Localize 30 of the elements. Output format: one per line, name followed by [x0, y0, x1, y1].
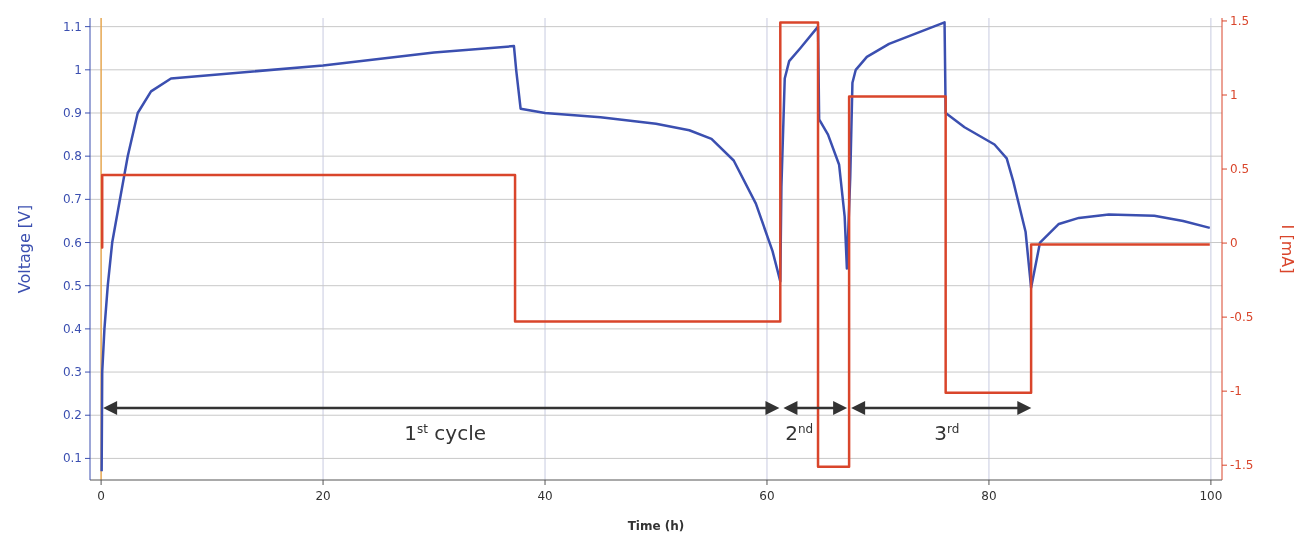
annotation: 2$^{nd}$ — [785, 421, 814, 445]
y-tick-label: 1 — [74, 62, 82, 77]
y-tick-label: 0.9 — [62, 105, 82, 120]
y2-tick-label: 1.5 — [1230, 13, 1250, 28]
y2-tick-label: -1 — [1230, 384, 1242, 399]
y2-tick-label: 1 — [1230, 88, 1238, 102]
y-tick-label: 1.1 — [62, 19, 82, 34]
x-axis-title: Time (h) — [627, 519, 685, 533]
annotation: 1$^{st}$ cycle — [404, 421, 487, 445]
y-tick-label: 0.7 — [62, 192, 82, 207]
y2-tick-label: -1.5 — [1230, 458, 1254, 473]
annotation: 3$^{rd}$ — [934, 421, 960, 445]
y-tick-label: 0.3 — [62, 365, 82, 380]
y2-tick-label: 0 — [1230, 236, 1238, 251]
y-tick-label: 0.8 — [62, 149, 82, 164]
y-tick-label: 0.5 — [62, 278, 82, 293]
x-tick-label: 80 — [981, 489, 997, 503]
y2-axis-title: I [mA] — [1278, 224, 1294, 274]
x-tick-label: 0 — [97, 489, 105, 503]
x-tick-label: 20 — [315, 489, 331, 503]
x-tick-label: 100 — [1199, 489, 1223, 503]
y-axis-title: Voltage [V] — [15, 204, 34, 294]
y-tick-label: 0.4 — [62, 321, 82, 336]
y2-tick-label: -0.5 — [1230, 310, 1254, 325]
y-tick-label: 0.2 — [62, 408, 82, 423]
y2-tick-label: 0.5 — [1230, 162, 1250, 177]
y-tick-label: 0.1 — [62, 451, 82, 466]
x-tick-label: 60 — [759, 489, 775, 503]
y-tick-label: 0.6 — [62, 235, 82, 250]
x-tick-label: 40 — [537, 489, 553, 503]
